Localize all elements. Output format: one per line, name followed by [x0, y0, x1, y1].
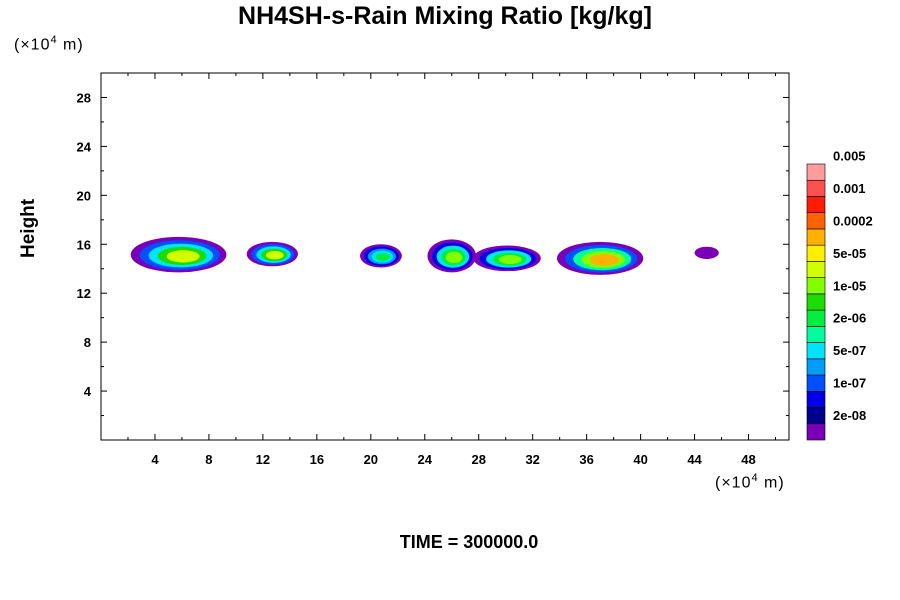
cloud-cell	[130, 236, 227, 273]
x-tick-label: 28	[471, 452, 485, 467]
y-axis-unit: (×104 m)	[14, 34, 84, 54]
y-tick-label: 8	[84, 335, 91, 350]
colorbar-label: 0.001	[833, 181, 866, 196]
colorbar-label: 2e-08	[833, 408, 866, 423]
cloud-cell	[246, 241, 298, 267]
x-tick-label: 4	[151, 452, 159, 467]
cell-contour	[375, 253, 391, 262]
x-tick-label: 8	[205, 452, 212, 467]
cloud-cell	[360, 244, 402, 268]
colorbar-swatch	[806, 163, 826, 181]
colorbar-swatch	[806, 326, 826, 343]
cell-contour	[589, 254, 620, 266]
cloud-cell	[694, 246, 719, 259]
cloud-cell	[556, 241, 644, 275]
x-tick-label: 36	[579, 452, 593, 467]
y-tick-label: 20	[77, 188, 91, 203]
x-tick-label: 24	[418, 452, 433, 467]
cell-contour	[166, 250, 200, 263]
x-tick-label: 16	[310, 452, 324, 467]
cells-layer	[130, 236, 719, 275]
colorbar-swatch	[806, 293, 826, 311]
time-label: TIME = 300000.0	[399, 532, 539, 552]
cell-contour	[445, 251, 463, 264]
colorbar-swatch	[806, 179, 826, 197]
colorbar-label: 5e-07	[833, 343, 866, 358]
x-axis-unit: (×104 m)	[715, 472, 785, 492]
y-tick-label: 16	[77, 237, 91, 252]
x-tick-label: 44	[687, 452, 702, 467]
x-tick-label: 12	[256, 452, 270, 467]
colorbar-swatch	[806, 196, 826, 214]
colorbar-label: 0.005	[833, 148, 866, 163]
colorbar-swatch	[806, 407, 826, 425]
cell-contour	[694, 246, 719, 259]
colorbar-swatch	[806, 261, 826, 278]
colorbar-swatch	[806, 358, 826, 376]
colorbar-swatch	[806, 244, 826, 262]
colorbar-label: 1e-05	[833, 278, 866, 293]
y-tick-label: 12	[77, 286, 91, 301]
cloud-cell	[427, 239, 477, 273]
chart-title: NH4SH-s-Rain Mixing Ratio [kg/kg]	[238, 2, 652, 30]
x-tick-label: 40	[633, 452, 647, 467]
colorbar-swatch	[806, 309, 826, 327]
cell-contour	[265, 251, 284, 260]
colorbar-swatch	[806, 212, 826, 230]
colorbar-label: 0.0002	[833, 213, 873, 228]
colorbar: 2e-08 1e-07 5e-07 2e-06 1e-05 5e-05 0.0002 0.00…	[806, 148, 873, 441]
y-tick-label: 24	[77, 139, 92, 154]
colorbar-swatch	[806, 423, 826, 441]
colorbar-label: 2e-06	[833, 311, 866, 326]
y-tick-label: 28	[77, 90, 91, 105]
x-tick-label: 20	[364, 452, 378, 467]
plot-frame	[100, 72, 790, 441]
colorbar-swatch	[806, 277, 826, 295]
cell-contour	[498, 255, 522, 264]
colorbar-swatch	[806, 374, 826, 392]
colorbar-swatch	[806, 390, 826, 408]
y-tick-label: 4	[84, 384, 92, 399]
x-tick-label: 48	[741, 452, 755, 467]
colorbar-label: 1e-07	[833, 376, 866, 391]
colorbar-swatch	[806, 342, 826, 360]
cloud-cell	[473, 245, 541, 272]
x-tick-label: 32	[525, 452, 539, 467]
colorbar-label: 5e-05	[833, 246, 866, 261]
colorbar-swatch	[806, 228, 826, 246]
